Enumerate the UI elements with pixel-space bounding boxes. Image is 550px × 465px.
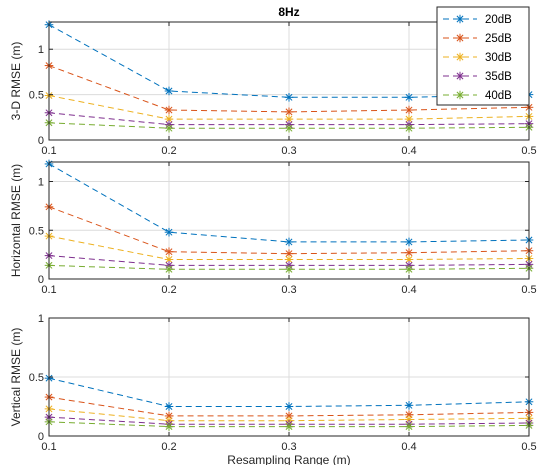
data-point-40dB <box>284 422 294 431</box>
y-tick-label: 1 <box>38 313 44 325</box>
y-tick-label: 0.5 <box>29 372 44 384</box>
x-tick-label: 0.5 <box>521 145 536 157</box>
x-tick-label: 0.5 <box>521 441 536 453</box>
x-tick-label: 0.3 <box>281 284 296 296</box>
x-tick-label: 0.1 <box>41 284 56 296</box>
y-tick-label: 1 <box>38 177 44 189</box>
x-tick-label: 0.1 <box>41 441 56 453</box>
series-line-25dB <box>48 206 530 255</box>
data-point-40dB <box>404 264 414 274</box>
y-tick-label: 0.5 <box>29 225 44 237</box>
y-axis-label: Horizontal RMSE (m) <box>9 164 23 277</box>
data-point-20dB <box>284 402 294 411</box>
chart-title: 8Hz <box>278 5 299 19</box>
axes-panel-2: 0.1 0.2 0.3 0.4 0.5 0 0.5 1 Horizontal RMSE (m) <box>9 159 537 296</box>
data-point-20dB <box>284 93 294 102</box>
legend-label: 20dB <box>485 14 512 26</box>
x-tick-label: 0.4 <box>401 145 416 157</box>
series-line-20dB <box>48 24 530 98</box>
data-point-40dB <box>404 123 414 133</box>
data-point-20dB <box>164 86 174 96</box>
legend-label: 25dB <box>485 33 512 45</box>
x-tick-label: 0.3 <box>281 145 296 157</box>
y-axis-label: Vertical RMSE (m) <box>9 328 23 427</box>
legend-marker <box>455 14 465 24</box>
x-tick-label: 0.5 <box>521 284 536 296</box>
x-tick-label: 0.1 <box>41 145 56 157</box>
data-point-20dB <box>404 93 414 102</box>
series-line-20dB <box>48 163 530 243</box>
data-point-25dB <box>164 247 174 256</box>
data-point-40dB <box>284 123 294 133</box>
data-point-40dB <box>404 422 414 431</box>
x-tick-label: 0.2 <box>161 441 176 453</box>
legend-marker <box>455 90 465 100</box>
data-point-30dB <box>284 255 294 264</box>
data-point-30dB <box>164 255 174 264</box>
data-point-40dB <box>164 123 174 133</box>
x-tick-label: 0.2 <box>161 145 176 157</box>
x-tick-label: 0.3 <box>281 441 296 453</box>
data-point-20dB <box>404 237 414 247</box>
x-tick-label: 0.4 <box>401 441 416 453</box>
y-tick-label: 0 <box>38 431 44 443</box>
data-point-20dB <box>404 401 414 410</box>
legend-label: 35dB <box>485 71 512 83</box>
axes-panel-1: 0.1 0.2 0.3 0.4 0.500.513-D RMSE (m)8Hz20dB2… <box>9 5 537 157</box>
x-axis-label: Resampling Range (m) <box>227 453 350 465</box>
legend: 20dB 25dB 30dB 35dB 40dB <box>436 6 530 106</box>
axes-panel-3: 0.1 0.2 0.3 0.4 0.5 0 0.5 1 Vertical RMSE (m) Res… <box>9 313 537 465</box>
data-point-25dB <box>284 107 294 117</box>
data-point-25dB <box>164 105 174 115</box>
y-tick-label: 0.5 <box>29 90 44 102</box>
y-tick-label: 1 <box>38 44 44 56</box>
legend-marker <box>455 52 465 62</box>
legend-label: 30dB <box>485 52 512 64</box>
series-line-25dB <box>48 65 530 113</box>
y-tick-label: 0 <box>38 135 44 147</box>
data-point-20dB <box>164 227 174 237</box>
y-tick-label: 0 <box>38 274 44 286</box>
legend-marker <box>455 71 465 81</box>
legend-marker <box>455 33 465 43</box>
legend-box <box>436 6 530 106</box>
data-point-40dB <box>164 422 174 431</box>
data-point-40dB <box>284 264 294 274</box>
legend-label: 40dB <box>485 90 512 102</box>
x-tick-label: 0.4 <box>401 284 416 296</box>
data-point-25dB <box>404 105 414 115</box>
x-tick-label: 0.2 <box>161 284 176 296</box>
y-axis-label: 3-D RMSE (m) <box>9 42 23 121</box>
data-point-20dB <box>164 402 174 411</box>
data-point-40dB <box>164 264 174 274</box>
data-point-20dB <box>284 237 294 247</box>
